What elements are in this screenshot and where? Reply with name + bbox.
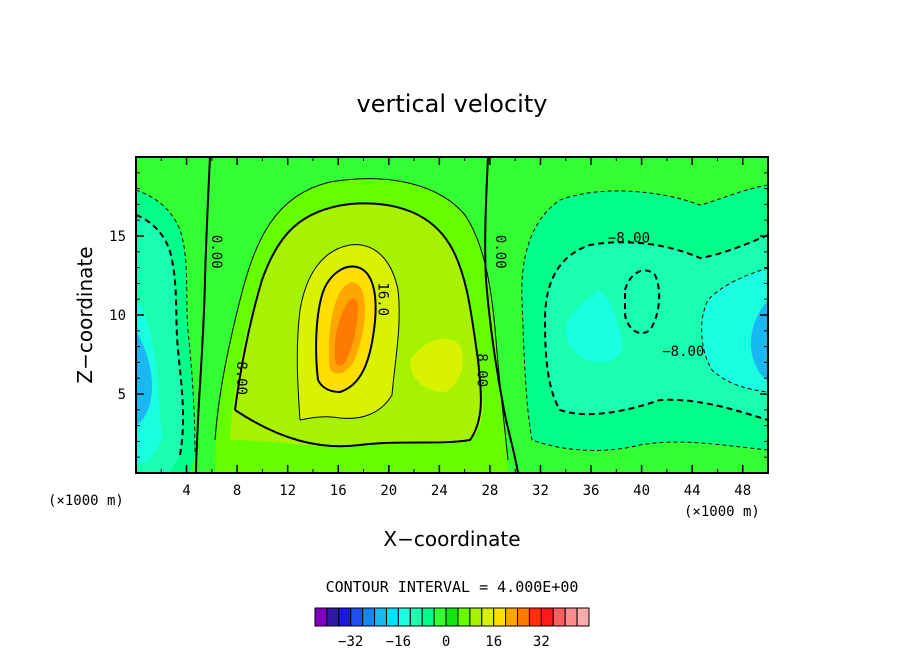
colorbar-swatch — [517, 607, 530, 627]
contour-pos12 — [296, 244, 400, 421]
contour-field — [136, 157, 768, 473]
contour-label: 16.0 — [375, 282, 391, 316]
colorbar-swatch — [564, 607, 578, 627]
x-unit-label: (×1000 m) — [48, 493, 124, 509]
colorbar-swatch — [374, 607, 387, 627]
contour-label: −8.00 — [662, 344, 704, 360]
band-left-neg16 — [136, 330, 152, 425]
band-right-neg8-island — [625, 270, 660, 334]
colorbar-swatch — [493, 607, 507, 627]
contour-pos16 — [315, 265, 377, 394]
band-pos12-right — [410, 338, 464, 392]
contour-lines — [136, 157, 768, 473]
x-tick-label: 12 — [279, 483, 296, 499]
colorbar-tick-label: −32 — [338, 634, 363, 650]
x-tick-label: 24 — [431, 483, 448, 499]
colorbar-swatch — [362, 607, 376, 627]
contour-zero-left — [195, 157, 211, 473]
colorbar-tick-label: 0 — [442, 634, 450, 650]
x-tick-label: 48 — [734, 483, 751, 499]
band-right-neg12 — [565, 290, 623, 363]
x-unit-label-right: (×1000 m) — [684, 504, 760, 520]
x-tick-label: 28 — [481, 483, 498, 499]
contour-neg4-right — [521, 184, 768, 451]
colorbar-swatch — [385, 607, 399, 627]
colorbar-swatch — [433, 607, 447, 627]
colorbar-swatch — [445, 607, 459, 627]
x-tick-label: 4 — [182, 483, 190, 499]
x-tick-label: 16 — [330, 483, 347, 499]
colorbar-swatch — [469, 607, 483, 627]
colorbar-swatch — [540, 607, 554, 627]
y-tick-label: 15 — [109, 229, 126, 245]
contour-label: 8.00 — [473, 353, 489, 387]
band-right-neg12b — [701, 268, 768, 392]
x-tick-label: 32 — [532, 483, 549, 499]
contour-pos8 — [234, 202, 482, 448]
band-pos24 — [334, 298, 358, 366]
colorbar: −32 −16 0 16 32 — [314, 607, 590, 650]
contour-neg4-left — [136, 189, 196, 456]
colorbar-swatch — [505, 607, 519, 627]
colorbar-swatch — [397, 607, 411, 627]
x-tick-label: 40 — [633, 483, 650, 499]
colorbar-swatch — [350, 607, 364, 627]
contour-neg8-left — [136, 214, 185, 456]
colorbar-swatch — [481, 607, 495, 627]
contour-label: −8.00 — [608, 230, 650, 246]
colorbar-swatch — [421, 607, 435, 627]
colorbar-swatch — [457, 607, 471, 627]
contour-pos4 — [214, 178, 509, 461]
colorbar-tick-label: 32 — [533, 634, 550, 650]
y-axis-title: Z−coordinate — [73, 246, 97, 383]
band-right-neg16 — [750, 300, 768, 380]
x-tick-label: 20 — [380, 483, 397, 499]
contour-labels: 0.00 8.00 16.0 0.00 8.00 −8.00 −8.00 — [208, 230, 705, 395]
colorbar-swatch — [528, 607, 542, 627]
colorbar-swatch — [314, 607, 328, 627]
chart-title: vertical velocity — [357, 90, 548, 118]
contour-label: 0.00 — [492, 235, 508, 269]
x-tick-label: 8 — [233, 483, 241, 499]
colorbar-swatch — [409, 607, 423, 627]
x-tick-label: 36 — [583, 483, 600, 499]
x-tick-label: 44 — [684, 483, 701, 499]
colorbar-swatch — [576, 607, 590, 627]
x-axis-title: X−coordinate — [383, 527, 520, 551]
contour-neg8-right — [543, 234, 768, 421]
contour-interval-label: CONTOUR INTERVAL = 4.000E+00 — [326, 578, 579, 596]
contour-zero-right — [484, 157, 519, 473]
y-tick-label: 5 — [118, 387, 126, 403]
colorbar-tick-label: −16 — [386, 634, 411, 650]
colorbar-swatch — [338, 607, 352, 627]
contour-neg12-right — [701, 267, 768, 393]
band-right-neg8 — [545, 235, 768, 420]
colorbar-tick-label: 16 — [485, 634, 502, 650]
colorbar-swatch — [552, 607, 566, 627]
contour-label: 8.00 — [233, 361, 249, 395]
contour-label: 0.00 — [208, 235, 224, 269]
colorbar-swatch — [326, 607, 340, 627]
contour-neg8-island — [624, 269, 661, 335]
y-tick-label: 10 — [109, 308, 126, 324]
